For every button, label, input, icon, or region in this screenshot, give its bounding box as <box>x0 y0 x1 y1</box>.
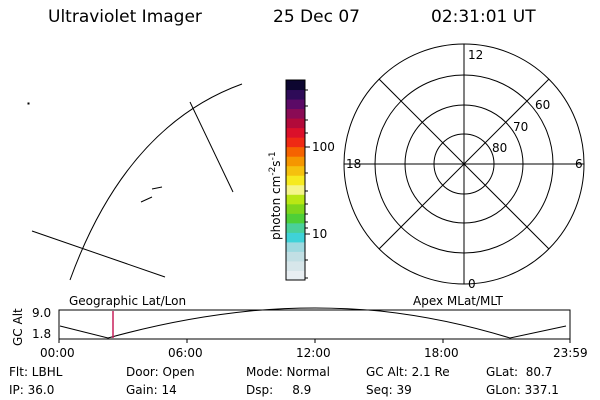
altitude-ymin: 1.8 <box>32 327 52 341</box>
colorbar-segment <box>286 184 305 195</box>
colorbar-segment <box>286 203 305 214</box>
glon-info: GLon: 337.1 <box>486 383 559 397</box>
colorbar-segment <box>286 146 305 157</box>
colorbar-segment <box>286 99 305 110</box>
x-tick-2359: 23:59 <box>553 346 588 360</box>
colorbar-segment <box>286 137 305 148</box>
coast-dot <box>27 102 30 105</box>
altitude-axis-label: GC Alt <box>11 308 25 346</box>
x-tick-0000: 00:00 <box>40 346 75 360</box>
altitude-curve <box>59 307 567 339</box>
colorbar-segment <box>286 127 305 138</box>
coast-fragment-2 <box>151 186 163 190</box>
colorbar-segment <box>286 108 305 119</box>
x-tick-1800: 18:00 <box>424 346 459 360</box>
mlt-label-12: 12 <box>468 48 484 62</box>
limb-arc <box>69 83 243 281</box>
door-info: Door: Open <box>126 365 195 379</box>
geographic-label: Geographic Lat/Lon <box>69 294 187 308</box>
filter-info: Flt: LBHL <box>9 365 63 379</box>
colorbar <box>286 80 305 281</box>
mlt-label-0: 0 <box>468 277 476 291</box>
colorbar-segment <box>286 175 305 186</box>
colorbar-segment <box>286 156 305 167</box>
meridian-line-1 <box>189 101 234 193</box>
colorbar-segment <box>286 118 305 129</box>
observation-time: 02:31:01 UT <box>431 7 536 27</box>
observation-date: 25 Dec 07 <box>273 7 360 27</box>
colorbar-segment <box>286 241 305 252</box>
colorbar-ticks <box>305 89 310 279</box>
geographic-map <box>27 83 243 281</box>
colorbar-segment <box>286 165 305 176</box>
mlt-label-6: 6 <box>575 157 583 171</box>
meridian-line-2 <box>31 230 166 278</box>
x-tick-0600: 06:00 <box>168 346 203 360</box>
colorbar-unit-label: photon cm-2s-1 <box>268 151 283 240</box>
instrument-title: Ultraviolet Imager <box>48 7 202 27</box>
dsp-info: Dsp: 8.9 <box>246 383 312 397</box>
ip-info: IP: 36.0 <box>9 383 55 397</box>
colorbar-segment <box>286 213 305 224</box>
colorbar-tick-100: 100 <box>312 140 335 154</box>
polar-plot <box>343 43 585 285</box>
colorbar-frame <box>285 79 306 281</box>
colorbar-segment <box>286 251 305 262</box>
altitude-ymax: 9.0 <box>32 306 52 320</box>
altitude-plot-frame <box>58 309 571 340</box>
gc-alt-info: GC Alt: 2.1 Re <box>366 365 450 379</box>
mlt-label-18: 18 <box>346 157 362 171</box>
gain-info: Gain: 14 <box>126 383 177 397</box>
mlat-label-60: 60 <box>535 98 551 112</box>
polar-diagonal-2 <box>378 78 550 250</box>
colorbar-segment <box>286 89 305 100</box>
colorbar-segment <box>286 270 305 281</box>
colorbar-segment <box>286 222 305 233</box>
colorbar-segment <box>286 194 305 205</box>
colorbar-segment <box>286 80 305 91</box>
colorbar-segment <box>286 232 305 243</box>
coast-fragment-1 <box>140 196 153 203</box>
mlat-label-70: 70 <box>513 120 529 134</box>
altitude-x-ticks <box>58 339 571 343</box>
seq-info: Seq: 39 <box>366 383 412 397</box>
mode-info: Mode: Normal <box>246 365 330 379</box>
colorbar-segment <box>286 260 305 271</box>
x-tick-1200: 12:00 <box>296 346 331 360</box>
glat-info: GLat: 80.7 <box>486 365 553 379</box>
colorbar-tick-10: 10 <box>312 227 328 241</box>
apex-label: Apex MLat/MLT <box>413 294 503 308</box>
mlat-label-80: 80 <box>492 141 508 155</box>
